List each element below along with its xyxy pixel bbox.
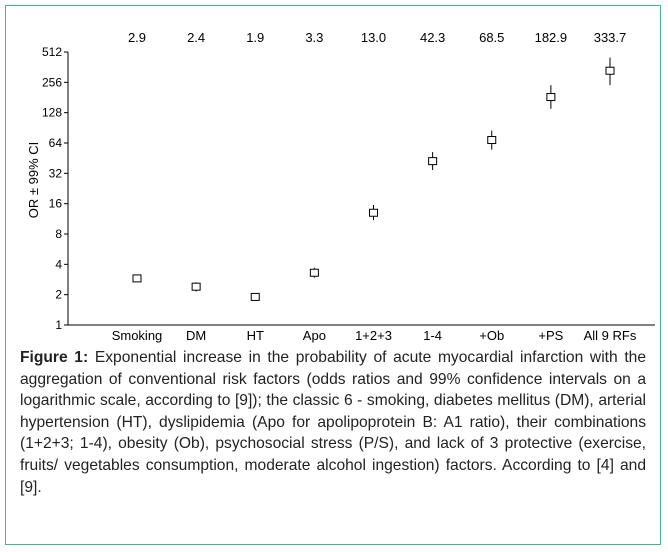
value-label: 1.9 xyxy=(246,30,264,45)
value-label: 68.5 xyxy=(479,30,504,45)
or-point xyxy=(487,136,497,145)
x-tick-label: +PS xyxy=(538,328,563,343)
y-tick-label: 32 xyxy=(49,166,63,180)
figure-caption: Figure 1: Exponential increase in the pr… xyxy=(20,347,646,498)
or-point xyxy=(605,66,615,75)
or-point xyxy=(428,157,438,166)
y-tick-label: 2 xyxy=(55,288,62,302)
y-tick-label: 128 xyxy=(42,106,62,120)
or-point xyxy=(369,208,378,217)
y-tick-label: 8 xyxy=(55,227,62,241)
caption-label: Figure 1: xyxy=(20,349,89,366)
data-marks xyxy=(132,57,615,301)
or-point xyxy=(546,93,556,102)
value-label: 182.9 xyxy=(535,30,568,45)
value-labels: 2.9 2.4 1.9 3.3 13.0 42.3 68.5 182.9 333.7 xyxy=(128,30,626,45)
y-tick-label: 16 xyxy=(49,197,63,211)
or-point xyxy=(250,292,260,301)
or-point xyxy=(191,282,201,291)
x-tick-label: DM xyxy=(186,328,206,343)
y-tick-label: 512 xyxy=(42,45,62,59)
value-label: 2.4 xyxy=(187,30,205,45)
chart: 1 2 4 8 16 32 64 128 256 512 Smoking DM HT Apo 1+2+3 1-… xyxy=(26,30,655,343)
or-point xyxy=(309,268,319,277)
x-tick-label: HT xyxy=(247,328,264,343)
y-tick-label: 4 xyxy=(55,257,62,271)
axes: 1 2 4 8 16 32 64 128 256 512 Smoking DM HT Apo 1+2+3 1-… xyxy=(42,45,655,343)
value-label: 2.9 xyxy=(128,30,146,45)
x-tick-label: 1+2+3 xyxy=(355,328,392,343)
value-label: 42.3 xyxy=(420,30,445,45)
x-tick-label: Smoking xyxy=(112,328,163,343)
y-tick-label: 1 xyxy=(55,318,62,332)
x-tick-label: +Ob xyxy=(479,328,504,343)
value-label: 13.0 xyxy=(361,30,386,45)
value-label: 333.7 xyxy=(594,30,627,45)
x-tick-label: Apo xyxy=(303,328,326,343)
value-label: 3.3 xyxy=(305,30,323,45)
or-point xyxy=(132,274,142,283)
x-tick-label: All 9 RFs xyxy=(584,328,637,343)
caption-text: Exponential increase in the probability … xyxy=(20,349,646,496)
x-tick-label: 1-4 xyxy=(423,328,442,343)
y-tick-label: 64 xyxy=(49,136,63,150)
y-tick-label: 256 xyxy=(42,75,62,89)
y-axis-label: OR ± 99% CI xyxy=(26,142,41,219)
